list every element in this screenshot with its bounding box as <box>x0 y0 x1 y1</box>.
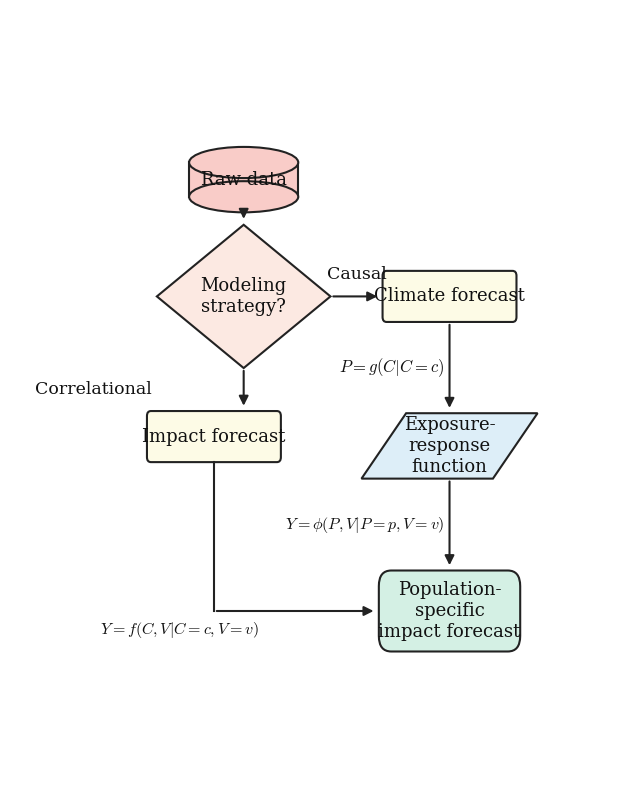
Text: Raw data: Raw data <box>201 171 287 188</box>
Polygon shape <box>362 413 538 479</box>
Text: Impact forecast: Impact forecast <box>142 428 285 446</box>
Text: Causal: Causal <box>326 265 387 282</box>
Text: Population-
specific
impact forecast: Population- specific impact forecast <box>378 581 521 641</box>
Text: Climate forecast: Climate forecast <box>374 287 525 306</box>
Bar <box>189 163 298 197</box>
Ellipse shape <box>189 147 298 178</box>
FancyBboxPatch shape <box>147 411 281 462</box>
Text: $Y = f(C,V|C = c, V = v)$: $Y = f(C,V|C = c, V = v)$ <box>100 620 259 640</box>
Polygon shape <box>157 225 330 368</box>
Text: Correlational: Correlational <box>35 381 152 398</box>
Text: $P = g(C|C = c)$: $P = g(C|C = c)$ <box>339 356 445 379</box>
FancyBboxPatch shape <box>383 271 516 322</box>
Text: Modeling
strategy?: Modeling strategy? <box>200 277 287 316</box>
Ellipse shape <box>189 181 298 212</box>
Text: $Y = \phi(P,V|P = p, V = v)$: $Y = \phi(P,V|P = p, V = v)$ <box>285 515 445 535</box>
FancyBboxPatch shape <box>379 570 520 651</box>
Text: Exposure-
response
function: Exposure- response function <box>404 416 495 476</box>
